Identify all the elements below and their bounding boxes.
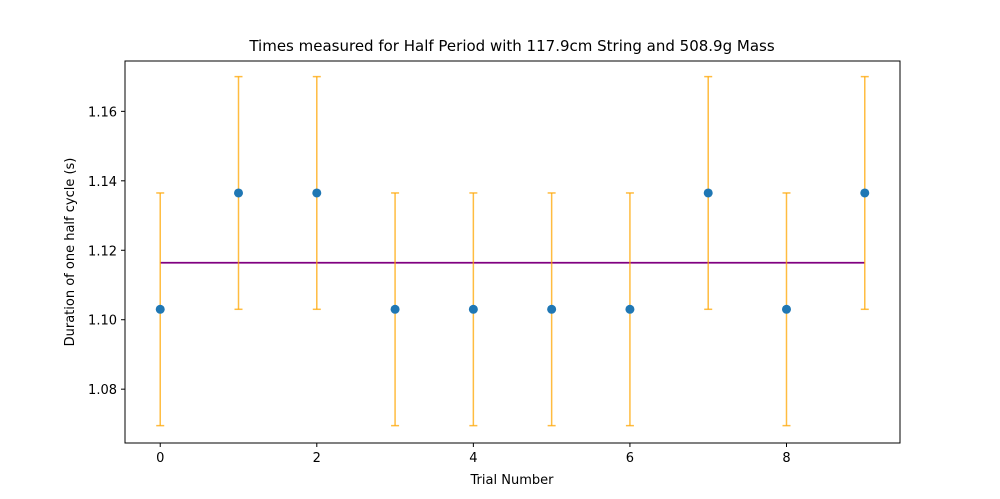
chart-title: Times measured for Half Period with 117.… [248,37,774,55]
data-point [155,304,165,314]
plot-area: 0 2 4 6 8 1.08 1.10 1.12 1.14 1.16 [88,75,870,466]
y-tick-label: 1.12 [88,244,117,259]
data-point [703,188,713,198]
x-tick-label: 0 [156,451,164,466]
data-point [625,304,635,314]
x-tick-label: 8 [782,451,790,466]
x-tick-label: 2 [313,451,321,466]
x-tick-label: 4 [469,451,477,466]
data-point [390,304,400,314]
axes-frame [124,60,901,444]
data-point [547,304,557,314]
x-tick-label: 6 [626,451,634,466]
data-point [234,188,244,198]
y-tick-label: 1.14 [88,175,117,190]
data-point [468,304,478,314]
y-tick-label: 1.10 [88,314,117,329]
x-axis-label: Trial Number [470,473,555,488]
data-point [781,304,791,314]
y-tick-label: 1.08 [88,383,117,398]
y-tick-label: 1.16 [88,105,117,120]
data-point [312,188,322,198]
y-axis-label: Duration of one half cycle (s) [63,158,78,347]
data-point [860,188,870,198]
